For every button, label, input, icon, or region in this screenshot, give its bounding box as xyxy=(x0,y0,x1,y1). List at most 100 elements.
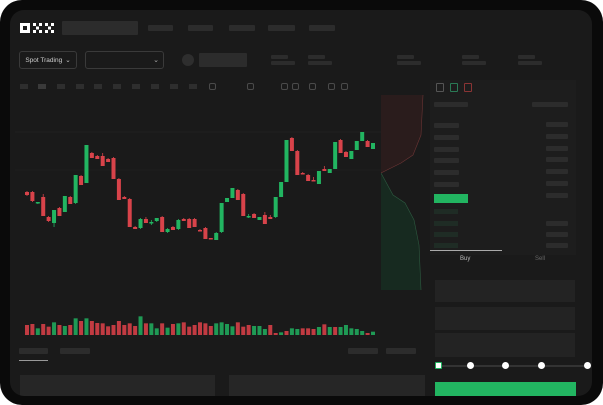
volume-bar xyxy=(214,323,219,335)
volume-bar xyxy=(133,326,138,335)
volume-bar xyxy=(89,321,94,335)
interval-button[interactable] xyxy=(76,84,84,89)
interval-button[interactable] xyxy=(57,84,65,89)
volume-bar xyxy=(57,325,62,335)
interval-button[interactable] xyxy=(20,84,28,89)
candle-body xyxy=(230,188,235,198)
stat-label xyxy=(397,55,414,59)
volume-bar xyxy=(143,323,148,335)
volume-bar xyxy=(252,326,257,335)
candle-interval-icon[interactable] xyxy=(209,83,216,90)
slider-handle[interactable] xyxy=(435,362,442,369)
volume-bar xyxy=(25,325,29,335)
candle-body xyxy=(257,217,262,220)
candle-body xyxy=(41,197,46,216)
ask-size xyxy=(546,181,568,186)
tab-open-orders[interactable] xyxy=(19,348,48,354)
volume-bar xyxy=(219,322,224,335)
amount-input[interactable] xyxy=(435,307,575,330)
volume-bar xyxy=(230,326,235,335)
nav-item[interactable] xyxy=(148,25,173,31)
candle-body xyxy=(225,198,230,202)
candle-body xyxy=(246,216,251,218)
candlestick-chart[interactable] xyxy=(15,95,385,350)
candle-body xyxy=(25,192,29,195)
candle-body xyxy=(100,156,105,166)
bid-price xyxy=(434,232,458,237)
search-bar[interactable] xyxy=(62,21,138,35)
candle-body xyxy=(279,182,284,197)
screenshot-tool-icon[interactable] xyxy=(309,83,316,90)
pair-dropdown[interactable]: ⌄ xyxy=(85,51,164,69)
slider-stop[interactable] xyxy=(584,362,591,369)
filter-button[interactable] xyxy=(386,348,416,354)
slider-stop[interactable] xyxy=(502,362,509,369)
settings-tool-icon[interactable] xyxy=(328,83,335,90)
filter-button[interactable] xyxy=(348,348,378,354)
bottom-panel xyxy=(20,375,215,396)
candle-body xyxy=(360,132,365,141)
candle-body xyxy=(371,143,375,149)
interval-button[interactable] xyxy=(113,84,121,89)
ask-price xyxy=(434,147,459,152)
nav-item[interactable] xyxy=(188,25,213,31)
candle-body xyxy=(79,176,84,185)
nav-item[interactable] xyxy=(229,25,255,31)
candle-body xyxy=(273,197,278,217)
interval-button[interactable] xyxy=(170,84,178,89)
candle-body xyxy=(198,230,202,232)
candle-body xyxy=(160,217,165,232)
volume-bar xyxy=(198,322,202,335)
nav-item[interactable] xyxy=(309,25,335,31)
indicator-icon[interactable] xyxy=(247,83,254,90)
okx-logo[interactable] xyxy=(20,22,58,34)
volume-bar xyxy=(241,326,246,335)
amount-slider[interactable] xyxy=(440,365,588,367)
candle-body xyxy=(187,219,192,228)
candle-body xyxy=(284,140,289,182)
slider-stop[interactable] xyxy=(538,362,545,369)
interval-button[interactable] xyxy=(38,84,46,89)
chevron-down-icon: ⌄ xyxy=(153,57,159,64)
candle-body xyxy=(219,203,224,232)
buy-button[interactable] xyxy=(435,382,576,396)
candle-body xyxy=(95,156,100,159)
order-book-bids-icon[interactable] xyxy=(450,83,458,92)
volume-bar xyxy=(73,318,78,335)
candle-body xyxy=(89,153,94,158)
volume-bar xyxy=(208,326,213,335)
volume-bar xyxy=(30,324,35,335)
slider-stop[interactable] xyxy=(467,362,474,369)
line-tool-icon[interactable] xyxy=(281,83,288,90)
volume-bar xyxy=(343,325,348,335)
candle-body xyxy=(327,169,332,173)
interval-button[interactable] xyxy=(94,84,102,89)
interval-button[interactable] xyxy=(151,84,159,89)
candle-body xyxy=(338,140,343,153)
order-book-asks-icon[interactable] xyxy=(464,83,472,92)
draw-tool-icon[interactable] xyxy=(292,83,299,90)
volume-bar xyxy=(165,327,170,335)
fullscreen-tool-icon[interactable] xyxy=(341,83,348,90)
order-book-both-icon[interactable] xyxy=(436,83,444,92)
interval-button[interactable] xyxy=(189,84,197,89)
candle-body xyxy=(57,208,62,216)
price-input[interactable] xyxy=(435,280,575,302)
total-input[interactable] xyxy=(435,333,575,357)
nav-item[interactable] xyxy=(268,25,295,31)
volume-bar xyxy=(268,325,273,335)
tab-sell[interactable]: Sell xyxy=(535,256,546,262)
volume-bar xyxy=(273,333,278,335)
ask-size xyxy=(546,122,568,127)
volume-bar xyxy=(111,325,116,335)
tab-buy[interactable]: Buy xyxy=(460,256,471,262)
active-tab-underline xyxy=(430,250,502,251)
interval-button[interactable] xyxy=(132,84,140,89)
volume-bar xyxy=(354,329,359,335)
candle-body xyxy=(30,192,35,201)
chevron-down-icon: ⌄ xyxy=(65,57,71,64)
tab-order-history[interactable] xyxy=(60,348,90,354)
market-type-dropdown[interactable]: Spot Trading ⌄ xyxy=(19,51,77,69)
candle-body xyxy=(143,219,148,223)
bid-size xyxy=(546,243,568,248)
